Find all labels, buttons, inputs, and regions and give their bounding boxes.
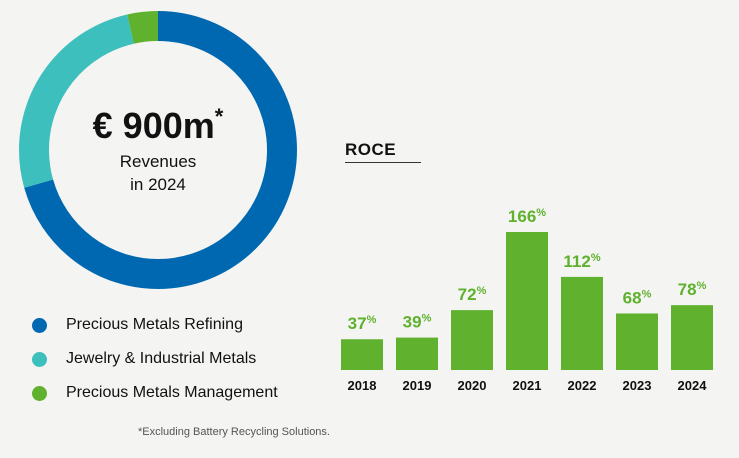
roce-value-label-2021: 166%	[508, 207, 546, 226]
legend-label-management: Precious Metals Management	[66, 384, 278, 401]
legend-label-jewelry: Jewelry & Industrial Metals	[66, 350, 257, 367]
roce-bar-2019	[396, 337, 438, 370]
donut-slice-1	[19, 11, 297, 289]
revenue-subtitle-line2: in 2024	[130, 175, 186, 194]
roce-year-label-2024: 2024	[678, 378, 708, 393]
roce-year-label-2022: 2022	[568, 378, 597, 393]
roce-value-label-2023: 68%	[623, 288, 652, 307]
roce-value-label-2019: 39%	[403, 313, 432, 332]
roce-value-label-2020: 72%	[458, 285, 487, 304]
roce-year-label-2021: 2021	[513, 378, 542, 393]
legend-item-management: Precious Metals Management	[32, 376, 278, 410]
roce-bar-2022	[561, 276, 603, 370]
roce-bar-2018	[341, 339, 383, 370]
legend-item-jewelry: Jewelry & Industrial Metals	[32, 342, 278, 376]
donut-slice-2	[19, 11, 297, 289]
roce-value-label-2022: 112%	[563, 252, 600, 271]
legend-dot-refining	[32, 317, 47, 333]
donut-legend: Precious Metals Refining Jewelry & Indus…	[32, 308, 278, 410]
revenue-asterisk: *	[214, 104, 224, 129]
roce-year-label-2023: 2023	[623, 378, 652, 393]
roce-year-label-2020: 2020	[458, 378, 487, 393]
revenue-value: € 900m*	[92, 104, 224, 146]
roce-value-label-2024: 78%	[678, 280, 707, 299]
roce-bar-2021	[506, 232, 548, 370]
roce-value-label-2018: 37%	[348, 314, 377, 333]
roce-bar-2024	[671, 305, 713, 370]
roce-year-label-2018: 2018	[348, 378, 377, 393]
roce-bar-2020	[451, 310, 493, 370]
roce-bar-2023	[616, 313, 658, 370]
roce-bar-chart: 37% 2018 39% 2019 72% 2020 166% 2021 112% 2022 68%…	[341, 207, 713, 393]
legend-label-refining: Precious Metals Refining	[66, 316, 243, 333]
revenue-donut-chart	[19, 11, 297, 289]
legend-dot-jewelry	[32, 351, 47, 367]
legend-item-refining: Precious Metals Refining	[32, 308, 278, 342]
roce-year-label-2019: 2019	[403, 378, 432, 393]
revenue-subtitle-line1: Revenues	[119, 152, 197, 171]
legend-dot-management	[32, 385, 47, 401]
roce-title: ROCE	[345, 140, 397, 159]
roce-title-underline	[345, 162, 421, 163]
footnote: *Excluding Battery Recycling Solutions.	[138, 426, 330, 438]
